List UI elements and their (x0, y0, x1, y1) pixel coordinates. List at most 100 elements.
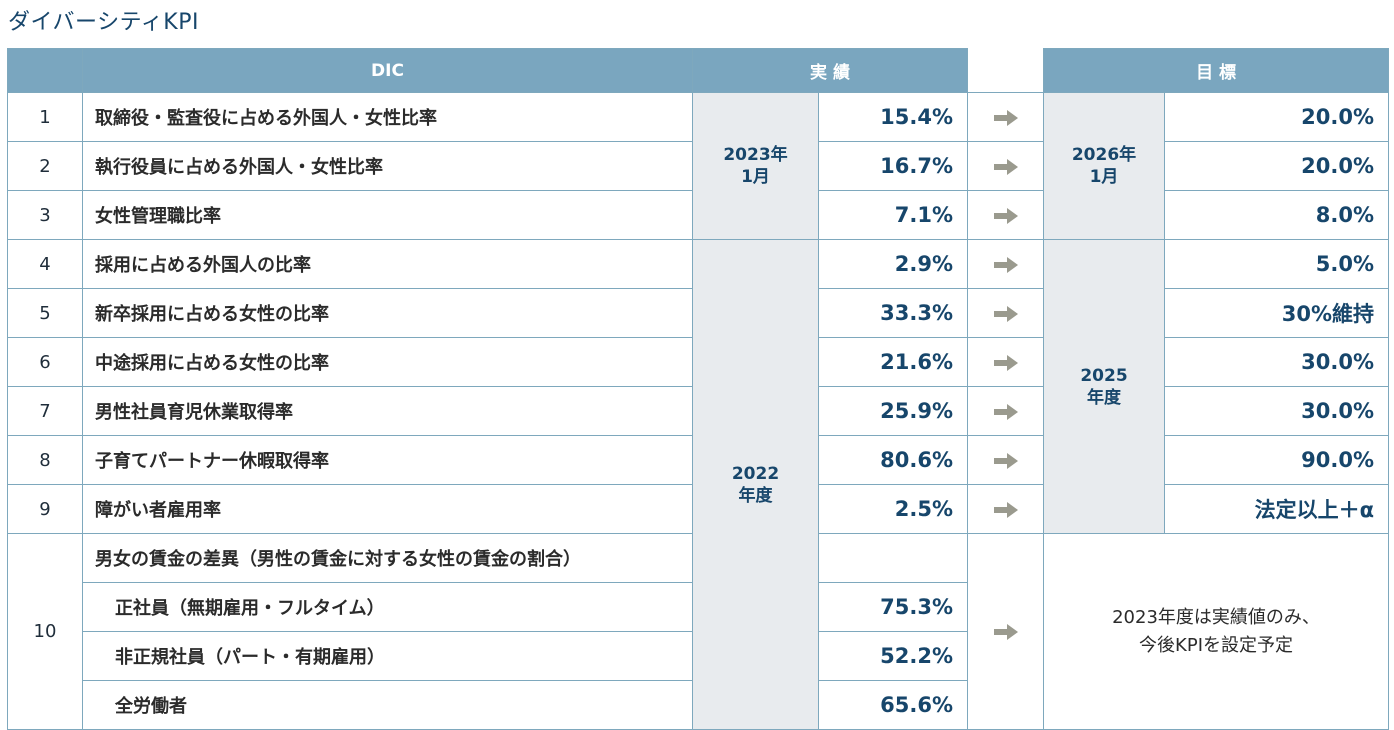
table-row: 全労働者 65.6% (8, 680, 1389, 730)
target-value: 30.0% (1164, 386, 1390, 436)
header-row: DIC 実 績 目 標 (7, 48, 1390, 93)
actual-value: 21.6% (817, 337, 969, 387)
header-number (7, 48, 83, 93)
row-number: 4 (7, 239, 83, 289)
kpi-table: DIC 実 績 目 標 1 取締役・監査役に占める外国人・女性比率 2023年 … (7, 48, 1390, 730)
arrow-cell (967, 92, 1045, 142)
header-gap (967, 48, 1045, 93)
target-value: 30.0% (1164, 337, 1390, 387)
row-label: 執行役員に占める外国人・女性比率 (82, 141, 693, 191)
right-arrow-icon (993, 158, 1018, 175)
row-label: 障がい者雇用率 (82, 484, 693, 534)
target-value: 90.0% (1164, 435, 1390, 485)
table-row: 正社員（無期雇用・フルタイム） 75.3% (8, 582, 1389, 632)
table-row: 3 女性管理職比率 7.1% 8.0% (7, 190, 1390, 240)
target-period-2025: 2025 年度 (1043, 239, 1166, 534)
note-line: 2023年度は実績値のみ、 (1112, 606, 1320, 628)
period-line: 2023年 (723, 145, 788, 165)
actual-value: 33.3% (817, 288, 969, 338)
row-label: 男女の賃金の差異（男性の賃金に対する女性の賃金の割合） (82, 533, 693, 583)
actual-value: 52.2% (817, 631, 969, 681)
period-line: 2022 (731, 463, 780, 484)
actual-value: 15.4% (817, 92, 969, 142)
row-number: 10 (7, 533, 83, 730)
row-label: 子育てパートナー休暇取得率 (82, 435, 693, 485)
target-period-2026: 2026年 1月 (1043, 92, 1166, 240)
row-label: 中途採用に占める女性の比率 (82, 337, 693, 387)
row-number: 6 (7, 337, 83, 387)
row-number: 1 (7, 92, 83, 142)
actual-value-empty (817, 533, 969, 583)
header-target: 目 標 (1043, 48, 1390, 93)
actual-value: 16.7% (817, 141, 969, 191)
actual-period-2022: 2022 年度 (692, 239, 819, 730)
row-sublabel: 全労働者 (82, 680, 693, 730)
row-number: 3 (7, 190, 83, 240)
table-row: 7 男性社員育児休業取得率 25.9% 30.0% (7, 386, 1390, 436)
right-arrow-icon (993, 452, 1018, 469)
target-note: 2023年度は実績値のみ、 今後KPIを設定予定 (1043, 533, 1390, 730)
header-actual: 実 績 (691, 48, 969, 93)
right-arrow-icon (993, 305, 1018, 322)
actual-value: 25.9% (817, 386, 969, 436)
arrow-cell (967, 288, 1045, 338)
actual-value: 75.3% (817, 582, 969, 632)
target-value: 20.0% (1164, 92, 1390, 142)
period-line: 年度 (1087, 387, 1122, 408)
target-value: 20.0% (1164, 141, 1390, 191)
right-arrow-icon (993, 501, 1018, 518)
row-sublabel: 正社員（無期雇用・フルタイム） (82, 582, 693, 632)
row-number: 7 (7, 386, 83, 436)
actual-period-2023: 2023年 1月 (692, 92, 819, 240)
arrow-cell (967, 386, 1045, 436)
arrow-cell (967, 337, 1045, 387)
target-value: 法定以上＋α (1164, 484, 1390, 534)
arrow-cell (967, 239, 1045, 289)
actual-value: 2.9% (817, 239, 969, 289)
right-arrow-icon (993, 403, 1018, 420)
page-title: ダイバーシティKPI (8, 10, 199, 35)
arrow-cell (967, 533, 1045, 730)
row-label: 女性管理職比率 (82, 190, 693, 240)
period-line: 2025 (1080, 365, 1128, 386)
actual-value: 80.6% (817, 435, 969, 485)
table-row: 2 執行役員に占める外国人・女性比率 16.7% 20.0% (7, 141, 1390, 191)
table-row: 10 男女の賃金の差異（男性の賃金に対する女性の賃金の割合） 2023年度は実績… (7, 533, 1390, 730)
row-label: 採用に占める外国人の比率 (82, 239, 693, 289)
period-line: 1月 (1089, 167, 1119, 187)
row-label: 取締役・監査役に占める外国人・女性比率 (82, 92, 693, 142)
arrow-cell (967, 190, 1045, 240)
header-dic: DIC (82, 48, 693, 93)
right-arrow-icon (993, 624, 1018, 641)
row-number: 9 (7, 484, 83, 534)
row-label: 新卒採用に占める女性の比率 (82, 288, 693, 338)
arrow-cell (967, 484, 1045, 534)
table-row: 9 障がい者雇用率 2.5% 法定以上＋α (7, 484, 1390, 534)
row-number: 8 (7, 435, 83, 485)
row-sublabel: 非正規社員（パート・有期雇用） (82, 631, 693, 681)
right-arrow-icon (993, 256, 1018, 273)
table-row: 非正規社員（パート・有期雇用） 52.2% (8, 631, 1389, 681)
right-arrow-icon (993, 109, 1018, 126)
period-line: 1月 (741, 167, 770, 187)
row-number: 5 (7, 288, 83, 338)
table-row: 4 採用に占める外国人の比率 2022 年度 2.9% 2025 年度 5.0% (7, 239, 1390, 730)
target-value: 5.0% (1164, 239, 1390, 289)
table-row: 1 取締役・監査役に占める外国人・女性比率 2023年 1月 15.4% 202… (7, 92, 1390, 240)
row-label: 男性社員育児休業取得率 (82, 386, 693, 436)
table-row: 6 中途採用に占める女性の比率 21.6% 30.0% (7, 337, 1390, 387)
arrow-cell (967, 435, 1045, 485)
row-number: 2 (7, 141, 83, 191)
right-arrow-icon (993, 207, 1018, 224)
actual-value: 2.5% (817, 484, 969, 534)
actual-value: 7.1% (817, 190, 969, 240)
period-line: 2026年 (1071, 145, 1137, 165)
right-arrow-icon (993, 354, 1018, 371)
arrow-cell (967, 141, 1045, 191)
table-row: 5 新卒採用に占める女性の比率 33.3% 30%維持 (7, 288, 1390, 338)
target-value: 30%維持 (1164, 288, 1390, 338)
actual-value: 65.6% (817, 680, 969, 730)
target-value: 8.0% (1164, 190, 1390, 240)
note-line: 今後KPIを設定予定 (1139, 634, 1293, 656)
period-line: 年度 (738, 485, 773, 506)
